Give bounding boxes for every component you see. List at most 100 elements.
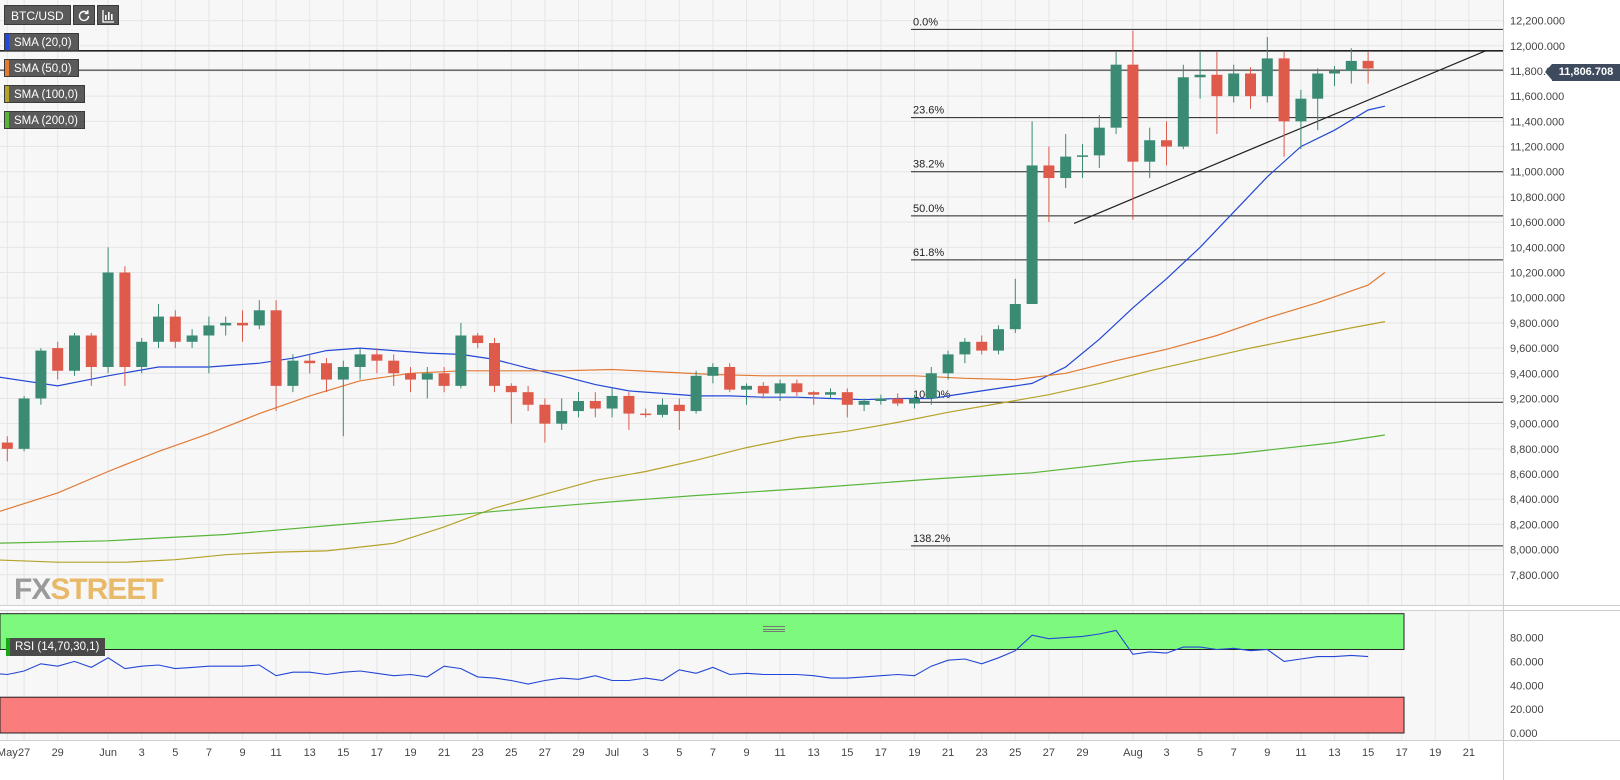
y-tick-label: 10,000.000 bbox=[1510, 293, 1565, 305]
candle-body bbox=[18, 398, 30, 449]
price-pane-bg bbox=[0, 0, 1503, 605]
candle-body bbox=[1161, 140, 1172, 147]
candle bbox=[405, 366, 416, 393]
symbol-selector[interactable]: BTC/USD bbox=[4, 5, 71, 25]
sma-50-label[interactable]: SMA (50,0) bbox=[4, 59, 79, 77]
sma-200-label[interactable]: SMA (200,0) bbox=[4, 111, 85, 129]
candle-body bbox=[438, 373, 450, 386]
x-tick-label: 13 bbox=[808, 747, 820, 759]
y-tick-label: 10,600.000 bbox=[1510, 217, 1565, 229]
candle bbox=[203, 316, 215, 374]
candle-body bbox=[472, 335, 484, 344]
candle-body bbox=[321, 363, 332, 380]
candle bbox=[35, 348, 47, 405]
candle bbox=[304, 354, 316, 374]
pane-splitter-handle[interactable] bbox=[763, 626, 785, 632]
candle bbox=[1009, 278, 1021, 333]
y-tick-label: 8,600.000 bbox=[1510, 469, 1559, 481]
candle bbox=[85, 332, 97, 386]
candle bbox=[757, 382, 769, 399]
candle bbox=[892, 393, 904, 407]
candle-body bbox=[1144, 140, 1156, 162]
candle bbox=[337, 360, 349, 437]
candle-body bbox=[52, 348, 64, 371]
candle bbox=[102, 247, 114, 374]
sma-100-label[interactable]: SMA (100,0) bbox=[4, 85, 85, 103]
x-tick-label: 9 bbox=[743, 747, 749, 759]
refresh-icon[interactable] bbox=[72, 5, 95, 25]
candle-body bbox=[892, 398, 904, 404]
candle-body bbox=[1093, 127, 1105, 156]
candle bbox=[1144, 127, 1156, 179]
candle bbox=[573, 392, 584, 418]
candle-body bbox=[1177, 77, 1189, 147]
fxstreet-logo: FXSTREET bbox=[14, 573, 164, 607]
candle bbox=[1161, 121, 1172, 166]
y-tick-label: 12,000.000 bbox=[1510, 41, 1565, 53]
sma-100-swatch bbox=[5, 86, 9, 102]
x-tick-label: 7 bbox=[710, 747, 716, 759]
candle bbox=[1211, 52, 1223, 134]
candle-body bbox=[421, 373, 433, 380]
y-tick-label: 8,000.000 bbox=[1510, 545, 1559, 557]
candle-body bbox=[1194, 74, 1206, 78]
rsi-tick-label: 40.000 bbox=[1510, 680, 1544, 692]
candle bbox=[959, 338, 971, 364]
x-tick-label: 3 bbox=[643, 747, 649, 759]
candle-body bbox=[640, 413, 652, 416]
y-tick-label: 8,800.000 bbox=[1510, 444, 1559, 456]
candle-body bbox=[1043, 165, 1055, 179]
candle bbox=[825, 388, 836, 399]
candle bbox=[673, 398, 685, 430]
y-tick-label: 7,800.000 bbox=[1510, 570, 1559, 582]
candle-body bbox=[169, 316, 181, 342]
candle-body bbox=[337, 366, 349, 380]
y-tick-label: 11,000.000 bbox=[1510, 167, 1564, 179]
candle-body bbox=[287, 360, 299, 386]
candle-body bbox=[757, 385, 769, 394]
candle-body bbox=[69, 335, 80, 371]
y-tick-label: 10,400.000 bbox=[1510, 242, 1565, 254]
x-tick-label: 11 bbox=[1295, 747, 1306, 759]
x-tick-label: 11 bbox=[774, 747, 785, 759]
candle bbox=[1, 436, 13, 462]
candle bbox=[1295, 89, 1307, 150]
x-tick-label: 5 bbox=[676, 747, 682, 759]
y-tick-label: 11,200.000 bbox=[1510, 142, 1564, 154]
candle-body bbox=[1245, 73, 1256, 97]
candle-body bbox=[724, 366, 736, 390]
candle bbox=[791, 379, 803, 396]
sma-50-swatch bbox=[5, 60, 9, 76]
rsi-label-text: RSI (14,70,30,1) bbox=[15, 641, 100, 653]
sma-20-label[interactable]: SMA (20,0) bbox=[4, 33, 79, 51]
bar-chart-icon[interactable] bbox=[96, 5, 119, 25]
fib-level-label: 0.0% bbox=[913, 16, 938, 28]
x-tick-label: 21 bbox=[1463, 747, 1475, 759]
candle-body bbox=[858, 400, 870, 405]
candle-body bbox=[573, 400, 584, 412]
candle-body bbox=[623, 395, 635, 414]
candle-body bbox=[1, 442, 13, 449]
candle-body bbox=[354, 354, 366, 367]
candle-body bbox=[959, 341, 971, 355]
rsi-tick-label: 60.000 bbox=[1510, 656, 1544, 668]
x-tick-label: 27 bbox=[1043, 747, 1055, 759]
rsi-oversold-zone bbox=[0, 696, 1405, 734]
candle bbox=[942, 350, 954, 380]
candle bbox=[1329, 65, 1340, 87]
candle bbox=[153, 304, 164, 349]
x-tick-label: 5 bbox=[172, 747, 178, 759]
y-tick-label: 10,800.000 bbox=[1510, 192, 1565, 204]
candle bbox=[321, 358, 332, 393]
candle bbox=[1060, 133, 1072, 189]
candle bbox=[623, 392, 635, 430]
x-tick-label: 7 bbox=[206, 747, 212, 759]
candle bbox=[640, 408, 652, 418]
x-tick-label: 17 bbox=[371, 747, 383, 759]
candle-body bbox=[505, 385, 517, 393]
x-tick-label: 29 bbox=[52, 747, 64, 759]
fib-level-label: 23.6% bbox=[913, 105, 944, 117]
rsi-label[interactable]: RSI (14,70,30,1) bbox=[6, 638, 106, 656]
candle bbox=[774, 379, 786, 401]
